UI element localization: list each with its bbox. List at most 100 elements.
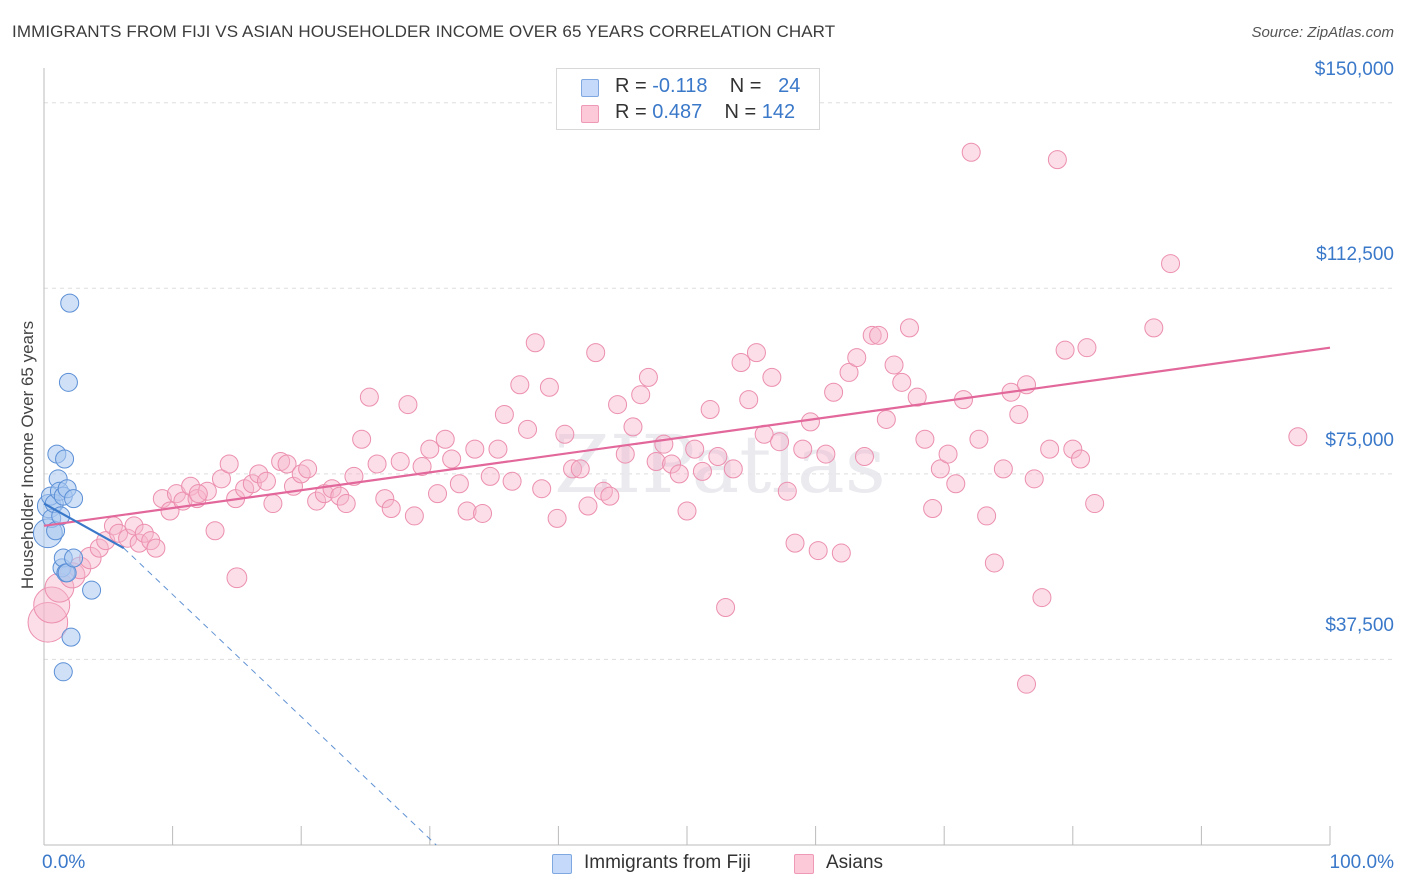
asian-point-62	[494, 404, 514, 424]
asian-point-42	[344, 466, 364, 486]
legend-r-label: R =	[615, 75, 647, 97]
asian-point-43	[352, 429, 372, 449]
asian-point-53	[428, 484, 448, 504]
asian-point-76	[600, 486, 620, 506]
watermark: ZIPatlas	[554, 418, 886, 511]
asian-point-119	[930, 459, 950, 479]
asian-point-114	[892, 372, 912, 392]
asian-point-33	[277, 454, 297, 474]
asian-point-87	[685, 439, 705, 459]
asian-point-35	[291, 464, 311, 484]
legend-swatch-fiji	[581, 79, 599, 97]
fiji-trend-extension	[123, 547, 437, 846]
asian-point-74	[586, 343, 606, 363]
asian-point-25	[219, 454, 239, 474]
asian-point-108	[847, 348, 867, 368]
asian-point-85	[669, 464, 689, 484]
asian-point-83	[654, 434, 674, 454]
asian-point-56	[449, 474, 469, 494]
asian-point-120	[938, 444, 958, 464]
asian-point-93	[731, 353, 751, 373]
asian-point-125	[977, 506, 997, 526]
asian-point-77	[608, 395, 628, 415]
y-tick-label-2: $112,500	[1316, 244, 1394, 266]
x-tick-label-max: 100.0%	[1329, 852, 1394, 873]
asian-point-106	[831, 543, 851, 563]
asian-point-71	[563, 459, 583, 479]
asian-point-123	[961, 142, 981, 162]
asian-point-88	[692, 461, 712, 481]
asian-point-24	[211, 469, 231, 489]
asian-point-145	[188, 484, 208, 504]
fiji-point-14	[55, 449, 75, 469]
chart-title: IMMIGRANTS FROM FIJI VS ASIAN HOUSEHOLDE…	[12, 22, 836, 41]
asian-point-17	[160, 501, 180, 521]
asian-point-1	[33, 586, 71, 624]
fiji-point-20	[61, 627, 81, 647]
asian-point-44	[359, 387, 379, 407]
asian-point-135	[1055, 340, 1075, 360]
asian-point-47	[381, 499, 401, 519]
asian-point-16	[152, 489, 172, 509]
fiji-trend-line	[43, 502, 125, 550]
asian-point-141	[1161, 254, 1181, 274]
legend-n-value-asians: 142	[761, 101, 796, 123]
asian-point-49	[398, 395, 418, 415]
bottom-legend-label-asians: Asians	[826, 852, 884, 873]
fiji-point-21	[64, 548, 84, 568]
asian-point-45	[367, 454, 387, 474]
legend-n-label: N =	[724, 101, 757, 123]
asian-point-138	[1077, 338, 1097, 358]
asian-point-103	[808, 541, 828, 561]
asian-point-65	[518, 419, 538, 439]
asian-point-118	[923, 499, 943, 519]
fiji-point-18	[58, 372, 78, 392]
asian-point-136	[1063, 439, 1083, 459]
asian-point-54	[435, 429, 455, 449]
asian-trend-line	[43, 346, 1331, 527]
legend-n-label: N =	[729, 75, 762, 97]
bottom-legend-swatch-fiji	[552, 854, 572, 874]
asian-point-73	[578, 496, 598, 516]
asian-point-78	[615, 444, 635, 464]
asian-point-129	[1009, 404, 1029, 424]
asian-point-113	[884, 355, 904, 375]
asian-point-137	[1071, 449, 1091, 469]
asian-point-86	[677, 501, 697, 521]
legend-r-value-asians: 0.487	[652, 101, 703, 123]
asian-point-29	[249, 464, 269, 484]
asian-point-82	[646, 452, 666, 471]
asian-point-23	[205, 521, 225, 541]
asian-point-105	[824, 382, 844, 402]
asian-point-126	[984, 553, 1004, 573]
asian-point-13	[134, 523, 154, 543]
asian-point-111	[869, 325, 889, 345]
asian-point-66	[525, 333, 545, 353]
asian-point-72	[570, 459, 590, 479]
legend-swatch-asians	[581, 105, 599, 123]
y-tick-label-3: $150,000	[1314, 58, 1394, 80]
asian-point-132	[1032, 588, 1052, 608]
fiji-point-23	[82, 580, 102, 600]
asian-point-89	[700, 400, 720, 420]
asian-point-133	[1040, 439, 1060, 459]
asian-point-46	[375, 489, 395, 509]
fiji-point-19	[60, 293, 80, 313]
asian-point-9	[109, 523, 129, 543]
asian-point-110	[862, 325, 882, 345]
asian-point-80	[631, 385, 651, 405]
asian-point-98	[770, 432, 790, 452]
asian-points-group	[27, 142, 1308, 694]
asian-point-15	[146, 538, 166, 558]
fiji-point-22	[64, 489, 84, 509]
asian-point-58	[465, 439, 485, 459]
asian-point-41	[336, 494, 356, 514]
asian-point-121	[946, 474, 966, 494]
y-tick-label-1: $75,000	[1325, 429, 1394, 451]
asian-point-67	[532, 479, 552, 499]
asian-point-101	[793, 439, 813, 459]
asian-point-139	[1085, 494, 1105, 514]
asian-point-79	[623, 417, 643, 437]
asian-point-115	[899, 318, 919, 338]
